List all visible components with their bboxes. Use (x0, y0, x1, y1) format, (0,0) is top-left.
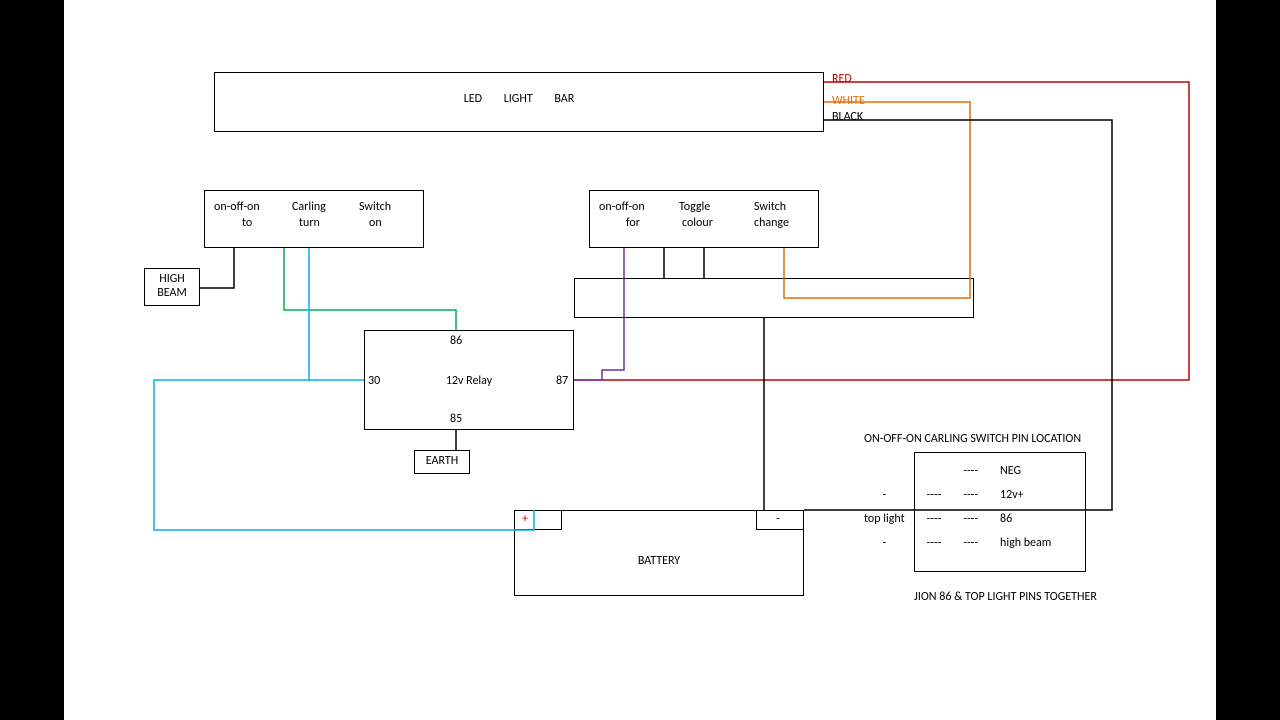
pin-row-3: ---------high beam (854, 532, 1061, 554)
wire-label-white: WHITE (832, 94, 865, 108)
high-beam-label: HIGH BEAM (144, 272, 200, 300)
battery-minus: - (776, 512, 780, 526)
carling-c3a: Switch (359, 200, 391, 214)
earth-label: EARTH (414, 454, 470, 468)
wire-label-black: BLACK (832, 110, 863, 124)
battery-plus: + (522, 512, 528, 526)
battery-label: BATTERY (514, 554, 804, 568)
carling-c1a: on-off-on (214, 200, 260, 214)
wire-green-sw-to-86 (284, 248, 456, 330)
carling-c3b: on (369, 216, 382, 230)
toggle-c2a: Toggle (679, 200, 710, 214)
toggle-c2b: colour (682, 216, 713, 230)
wire-label-red: RED (832, 72, 852, 86)
relay-85: 85 (450, 412, 462, 426)
pin-row-0: ----NEG (854, 460, 1061, 482)
wiring-canvas: LED LIGHT BAR RED WHITE BLACK on-off-on … (64, 0, 1216, 720)
carling-c2a: Carling (292, 200, 326, 214)
toggle-c3a: Switch (754, 200, 786, 214)
letterbox-left (0, 0, 64, 720)
toggle-c1b: for (626, 216, 640, 230)
wire-black-hb-to-sw (200, 248, 234, 288)
pin-table: ----NEG ---------12v+ top light--------8… (852, 458, 1063, 556)
toggle-c3b: change (754, 216, 789, 230)
led-light-bar-label: LED LIGHT BAR (214, 92, 824, 106)
pin-table-title: ON-OFF-ON CARLING SWITCH PIN LOCATION (864, 432, 1081, 446)
carling-c2b: turn (299, 216, 320, 230)
pin-table-footer: JION 86 & TOP LIGHT PINS TOGETHER (914, 590, 1097, 604)
relay-86: 86 (450, 334, 462, 348)
battery-minus-terminal (756, 510, 804, 530)
carling-c1b: to (242, 216, 252, 230)
pin-row-2: top light--------86 (854, 508, 1061, 530)
wire-cyan-sw-to-30 (309, 248, 364, 380)
relay-center-label: 12v Relay (364, 374, 574, 388)
toggle-c1a: on-off-on (599, 200, 645, 214)
toggle-lower-frame (574, 278, 974, 318)
letterbox-right (1216, 0, 1280, 720)
pin-row-1: ---------12v+ (854, 484, 1061, 506)
